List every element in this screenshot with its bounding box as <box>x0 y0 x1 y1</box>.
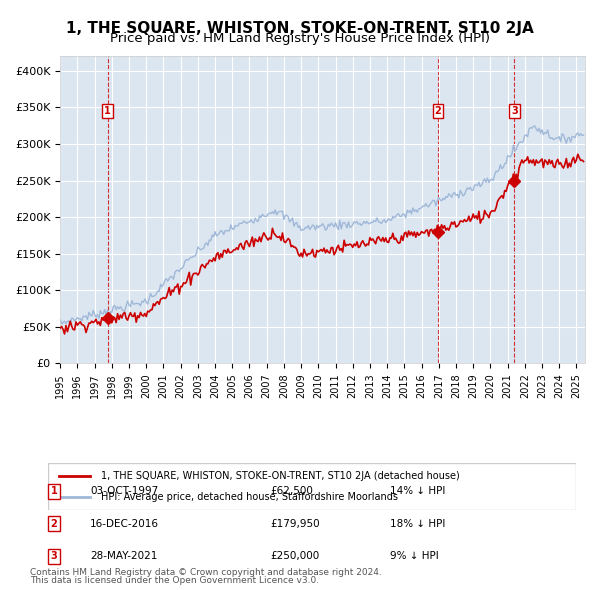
Text: 18% ↓ HPI: 18% ↓ HPI <box>390 519 445 529</box>
FancyBboxPatch shape <box>48 463 576 510</box>
Text: HPI: Average price, detached house, Staffordshire Moorlands: HPI: Average price, detached house, Staf… <box>101 492 398 502</box>
Text: 1, THE SQUARE, WHISTON, STOKE-ON-TRENT, ST10 2JA (detached house): 1, THE SQUARE, WHISTON, STOKE-ON-TRENT, … <box>101 471 460 481</box>
Text: 1, THE SQUARE, WHISTON, STOKE-ON-TRENT, ST10 2JA: 1, THE SQUARE, WHISTON, STOKE-ON-TRENT, … <box>66 21 534 35</box>
Text: 03-OCT-1997: 03-OCT-1997 <box>90 486 158 496</box>
Text: 3: 3 <box>511 106 518 116</box>
Text: £62,500: £62,500 <box>270 486 313 496</box>
Text: 3: 3 <box>50 551 58 561</box>
Text: Contains HM Land Registry data © Crown copyright and database right 2024.: Contains HM Land Registry data © Crown c… <box>30 568 382 577</box>
Text: 1: 1 <box>50 486 58 496</box>
Text: 1: 1 <box>104 106 111 116</box>
Text: 28-MAY-2021: 28-MAY-2021 <box>90 551 157 561</box>
Text: £250,000: £250,000 <box>270 551 319 561</box>
Text: 9% ↓ HPI: 9% ↓ HPI <box>390 551 439 561</box>
Text: 2: 2 <box>434 106 442 116</box>
Text: 14% ↓ HPI: 14% ↓ HPI <box>390 486 445 496</box>
Text: 2: 2 <box>50 519 58 529</box>
Text: Price paid vs. HM Land Registry's House Price Index (HPI): Price paid vs. HM Land Registry's House … <box>110 32 490 45</box>
Text: 16-DEC-2016: 16-DEC-2016 <box>90 519 159 529</box>
Text: This data is licensed under the Open Government Licence v3.0.: This data is licensed under the Open Gov… <box>30 576 319 585</box>
Text: £179,950: £179,950 <box>270 519 320 529</box>
